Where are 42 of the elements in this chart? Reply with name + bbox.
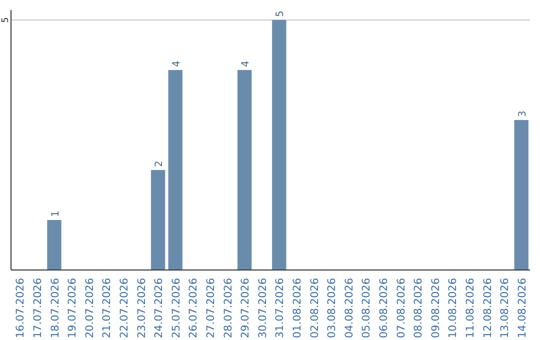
x-tick-label: 17.07.2026 [32, 278, 44, 338]
data-label: 1 [50, 210, 62, 217]
data-label: 2 [154, 160, 166, 167]
x-tick-label: 05.08.2026 [360, 278, 373, 338]
bar [150, 170, 166, 270]
x-tick-label: 23.07.2026 [136, 278, 148, 338]
bar [237, 70, 252, 270]
data-label: 3 [517, 110, 528, 117]
x-tick-label: 28.07.2026 [222, 278, 234, 338]
x-tick-label: 12.08.2026 [482, 278, 494, 338]
x-tick-label: 10.08.2026 [447, 278, 460, 338]
x-tick-label: 19.07.2026 [66, 278, 79, 338]
x-tick-label: 03.08.2026 [326, 278, 338, 338]
data-label: 4 [240, 60, 252, 67]
x-tick-label: 13.08.2026 [499, 278, 512, 338]
x-tick-label: 30.07.2026 [256, 278, 269, 338]
bar [514, 120, 528, 270]
data-label: 5 [275, 10, 286, 17]
x-tick-label: 20.07.2026 [84, 278, 96, 338]
x-tick-label: 27.07.2026 [204, 278, 217, 338]
x-tick-label: 06.08.2026 [378, 278, 390, 338]
x-tick-label: 09.08.2026 [430, 278, 442, 338]
data-label: 4 [171, 60, 182, 67]
x-tick-label: 11.08.2026 [464, 278, 476, 338]
x-tick-label: 24.07.2026 [153, 278, 166, 338]
x-tick-label: 31.07.2026 [274, 278, 286, 338]
x-tick-label: 25.07.2026 [170, 278, 182, 338]
x-tick-label: 22.07.2026 [118, 278, 130, 338]
x-tick-label: 14.08.2026 [516, 278, 528, 338]
bar [47, 220, 62, 270]
x-tick-label: 16.07.2026 [14, 278, 27, 338]
x-tick-label: 18.07.2026 [49, 278, 62, 338]
x-tick-label: 01.08.2026 [291, 278, 304, 338]
x-tick-label: 04.08.2026 [343, 278, 356, 338]
bar [168, 70, 182, 270]
x-tick-label: 02.08.2026 [308, 278, 321, 338]
x-tick-label: 26.07.2026 [188, 278, 200, 338]
bar [272, 20, 286, 270]
x-tick-label: 08.08.2026 [412, 278, 425, 338]
x-tick-label: 29.07.2026 [240, 278, 252, 338]
x-tick-label: 07.08.2026 [395, 278, 408, 338]
x-tick-label: 21.07.2026 [101, 278, 114, 338]
